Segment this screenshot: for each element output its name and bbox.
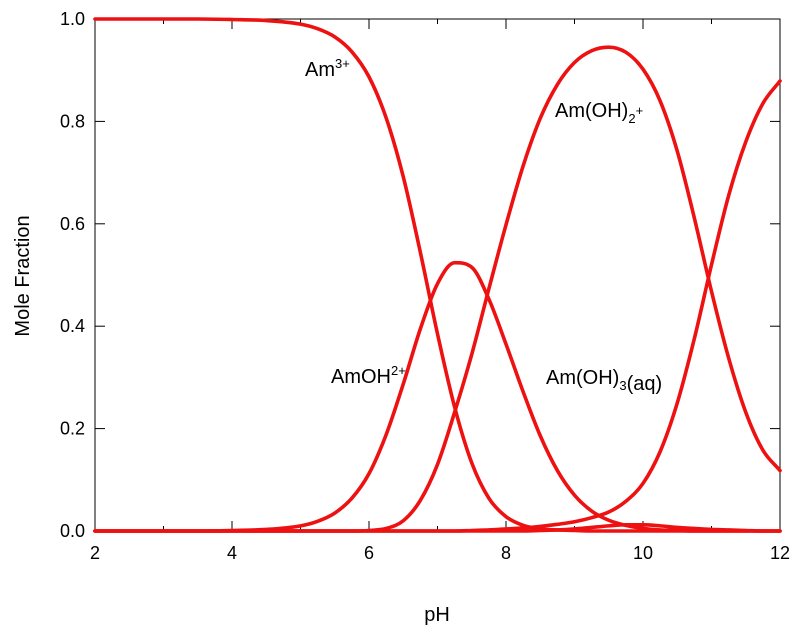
y-axis-title: Mole Fraction: [12, 215, 34, 336]
x-tick-label: 4: [227, 543, 237, 563]
y-tick-label: 0.0: [60, 521, 85, 541]
minor-species-curve: [93, 523, 782, 533]
x-tick-label: 6: [364, 543, 374, 563]
am3-plus-label: Am3+: [305, 56, 350, 81]
x-axis-title: pH: [424, 604, 450, 626]
x-tick-label: 2: [90, 543, 100, 563]
plot-area-border: [94, 18, 781, 532]
y-tick-label: 0.8: [60, 111, 85, 131]
x-tick-label: 10: [633, 543, 653, 563]
amoh-2plus-label: AmOH2+: [331, 363, 406, 388]
series-curves: [93, 17, 782, 533]
axis-ticks: [94, 18, 781, 532]
y-tick-labels: 0.0 0.2 0.4 0.6 0.8 1.0: [60, 9, 85, 541]
x-tick-labels: 2 4 6 8 10 12: [90, 543, 790, 563]
series-labels: Am3+ AmOH2+ Am(OH)2+ Am(OH)3(aq): [305, 56, 662, 395]
plot-frame: [94, 18, 781, 532]
amoh-2plus-curve: [93, 260, 782, 533]
y-tick-label: 0.6: [60, 214, 85, 234]
x-tick-label: 12: [770, 543, 790, 563]
am-oh-2-plus-curve: [93, 45, 782, 533]
y-tick-label: 0.4: [60, 316, 85, 336]
x-tick-label: 8: [501, 543, 511, 563]
am-oh-2-plus-label: Am(OH)2+: [555, 100, 643, 126]
y-tick-label: 1.0: [60, 9, 85, 29]
am-oh-3-aq-label: Am(OH)3(aq): [546, 367, 662, 395]
y-tick-label: 0.2: [60, 419, 85, 439]
am3-plus-curve: [93, 17, 782, 533]
